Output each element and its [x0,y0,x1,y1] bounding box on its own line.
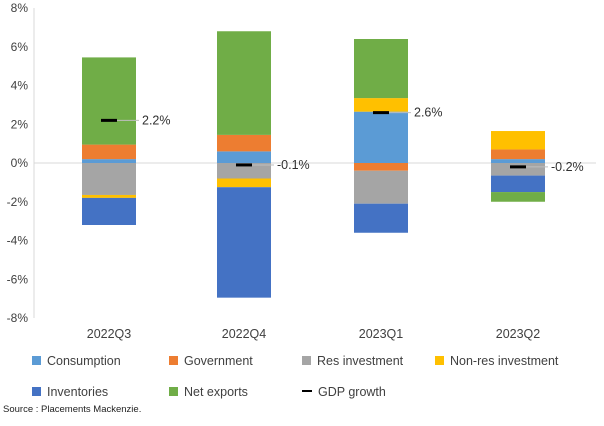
bar-segment [354,111,408,163]
y-tick-label: 0% [11,156,29,170]
bar-segment [82,197,136,225]
legend-swatch-non-res-investment [435,356,444,365]
bar-segment [217,31,271,135]
bar-segment [354,163,408,171]
legend-label: Consumption [47,354,121,368]
bar-segment [82,194,136,198]
y-tick-label: -8% [7,311,29,325]
gdp-data-label: 2.6% [414,106,443,120]
bar-segment [217,163,271,179]
y-tick-label: -4% [7,234,29,248]
category-label: 2023Q2 [496,327,541,341]
legend-item-res-investment: Res investment [302,354,403,368]
category-label: 2022Q3 [87,327,132,341]
legend-label: GDP growth [318,385,386,399]
gdp-data-label: -0.1% [277,158,310,172]
legend-item-government: Government [169,354,253,368]
y-tick-label: -6% [7,272,29,286]
gdp-data-label: -0.2% [551,160,584,174]
legend-label: Inventories [47,385,109,399]
bar-segment [354,39,408,99]
chart: -8% -6% -4% -2% 0% 2% 4% 6% 8% 2022Q3 2022Q4 2023Q… [7,1,596,341]
legend-label: Net exports [184,385,248,399]
y-tick-label: 8% [11,1,29,15]
bar-segment [82,163,136,195]
legend-swatch-consumption [32,356,41,365]
y-tick-label: 6% [11,40,29,54]
bar-segment [491,159,545,163]
legend-swatch-inventories [32,387,41,396]
bar-segment [491,163,545,176]
legend-swatch-res-investment [302,356,311,365]
legend-label: Government [184,354,253,368]
bar-segment [491,192,545,202]
y-tick-label: 4% [11,79,29,93]
legend-swatch-net-exports [169,387,178,396]
bar-segment [217,151,271,163]
y-tick-label: 2% [11,117,29,131]
bar-segment [354,203,408,233]
bar-segment [82,144,136,160]
legend-label: Non-res investment [450,354,559,368]
legend-dash-gdp-growth [302,390,312,392]
category-label: 2023Q1 [359,327,404,341]
bar-segment [491,149,545,160]
bar-segment [491,175,545,193]
legend-item-non-res-investment: Non-res investment [435,354,558,368]
legend-item-net-exports: Net exports [169,385,248,399]
bar-segment [217,134,271,152]
bar-segment [217,178,271,188]
y-tick-label: -2% [7,195,29,209]
bar-segment [82,57,136,145]
legend-swatch-government [169,356,178,365]
source-note: Source : Placements Mackenzie. [3,404,142,415]
gdp-data-label: 2.2% [142,113,171,127]
category-label: 2022Q4 [222,327,267,341]
legend-item-gdp-growth: GDP growth [302,385,386,399]
bar-segment [354,98,408,112]
bar-segment [354,170,408,204]
legend-label: Res investment [317,354,404,368]
legend-item-inventories: Inventories [32,385,108,399]
legend-item-consumption: Consumption [32,354,121,368]
bar-segment [217,187,271,298]
bar-segment [491,131,545,150]
bar-segment [82,159,136,163]
